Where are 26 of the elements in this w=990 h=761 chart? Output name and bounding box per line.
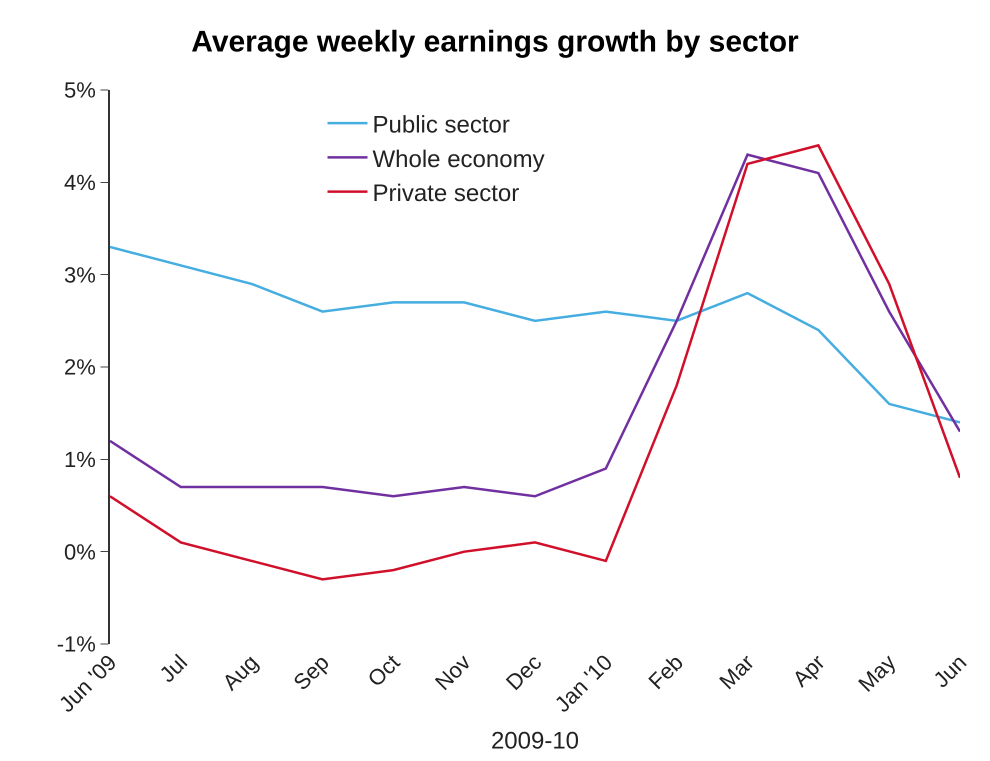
y-tick-label: -1% — [56, 632, 96, 657]
x-axis-title: 2009-10 — [490, 727, 580, 754]
x-tick-label: Mar — [714, 650, 759, 694]
y-tick-label: 1% — [64, 447, 96, 472]
legend-label: Whole economy — [372, 146, 545, 173]
x-tick-label: Dec — [500, 650, 546, 695]
x-tick-label: Jun — [928, 650, 972, 692]
x-tick-label: Nov — [430, 650, 476, 695]
x-tick-label: May — [853, 650, 900, 697]
line-series — [110, 246, 960, 424]
x-tick-label: Feb — [643, 650, 688, 694]
x-tick-label: Apr — [788, 650, 830, 692]
y-tick-label: 3% — [64, 262, 96, 288]
legend-label: Private sector — [372, 180, 520, 207]
x-tick-label: Oct — [362, 650, 405, 692]
x-tick-label: Aug — [218, 650, 263, 695]
chart-title: Average weekly earnings growth by sector — [191, 25, 800, 58]
y-tick-label: 5% — [64, 78, 96, 103]
line-series — [110, 144, 960, 581]
y-tick-label: 2% — [64, 354, 96, 380]
x-tick-label: Sep — [288, 650, 334, 695]
x-tick-label: Jul — [154, 650, 192, 688]
legend-label: Public sector — [372, 112, 510, 139]
y-tick-label: 0% — [64, 539, 96, 564]
y-tick-label: 4% — [64, 170, 96, 196]
x-tick-label: Jan '10 — [550, 650, 618, 717]
